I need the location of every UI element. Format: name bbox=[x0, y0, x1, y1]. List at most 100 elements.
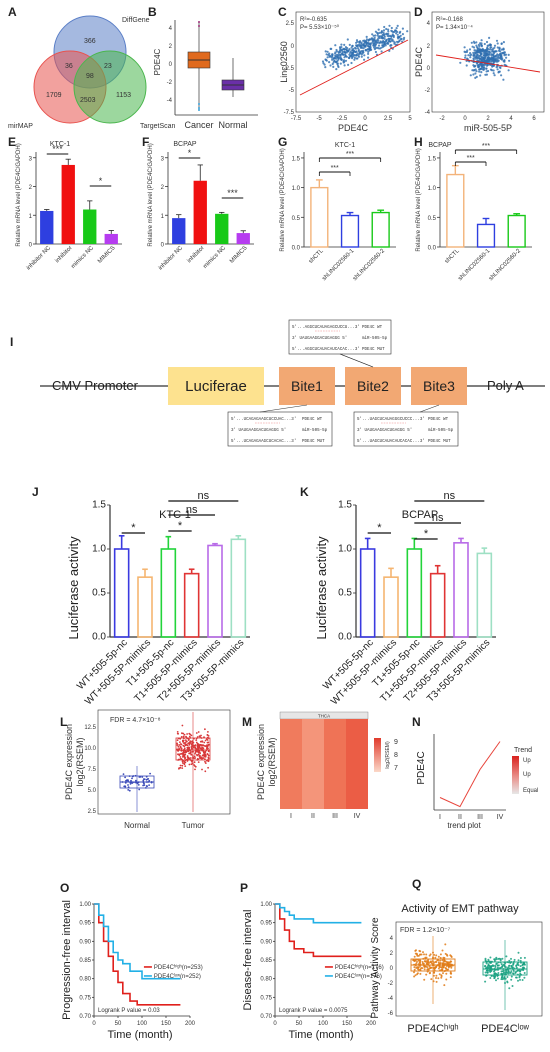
scatter-point bbox=[473, 65, 476, 68]
jitter-point bbox=[198, 735, 201, 738]
jitter-point bbox=[184, 765, 187, 767]
y-tick-label: 0.75 bbox=[260, 995, 272, 1001]
venn-count: 1709 bbox=[46, 92, 62, 99]
bar bbox=[183, 572, 200, 638]
y-tick-label: 1 bbox=[161, 214, 165, 220]
jitter-point bbox=[189, 742, 192, 744]
bar bbox=[359, 548, 376, 638]
m-stage-label: I bbox=[290, 813, 292, 820]
scatter-point bbox=[480, 39, 483, 42]
y-tick-label: 0.70 bbox=[79, 1014, 91, 1020]
q-ytick: 2 bbox=[390, 951, 394, 957]
scatter-point bbox=[377, 39, 380, 42]
scatter-point bbox=[386, 34, 389, 38]
jitter-point bbox=[202, 751, 205, 754]
scatter-point bbox=[470, 53, 473, 56]
significance-label: *** bbox=[227, 188, 238, 198]
venn-count: 366 bbox=[84, 38, 96, 45]
scatter-point bbox=[351, 44, 354, 48]
scatter-point bbox=[396, 33, 399, 36]
jitter-point bbox=[193, 755, 196, 758]
jitter-point bbox=[442, 972, 444, 975]
y-tick-label: 0.0 bbox=[338, 632, 352, 643]
c-xtick: -5 bbox=[316, 116, 322, 122]
jitter-point bbox=[515, 966, 518, 969]
jitter-point bbox=[497, 957, 500, 960]
panel-d-label: D bbox=[414, 5, 423, 19]
scatter-point bbox=[367, 50, 370, 54]
jitter-point bbox=[424, 960, 427, 963]
jitter-point bbox=[179, 745, 182, 748]
seq-text: 5'...UAGCUCAUACAUCACAC...3' bbox=[357, 439, 425, 444]
seq-tag: PDE4C WT bbox=[362, 326, 383, 330]
scatter-point bbox=[486, 53, 489, 56]
jitter-point bbox=[506, 976, 509, 978]
jitter-point bbox=[503, 976, 506, 978]
jitter-point bbox=[512, 972, 515, 975]
scatter-point bbox=[365, 40, 368, 43]
scatter-point bbox=[343, 48, 346, 51]
scatter-point bbox=[392, 35, 395, 39]
jitter-point bbox=[523, 956, 526, 959]
scatter-point bbox=[357, 50, 360, 53]
scatter-point bbox=[336, 63, 339, 66]
jitter-point bbox=[182, 755, 185, 758]
scatter-point bbox=[371, 33, 374, 36]
scatter-point bbox=[344, 59, 348, 62]
m-cell-stage-i bbox=[280, 719, 302, 809]
k-y-axis-label: Luciferase activity bbox=[314, 536, 329, 640]
jitter-point bbox=[138, 776, 141, 778]
jitter-point bbox=[181, 764, 184, 767]
jitter-point bbox=[187, 747, 190, 749]
jitter-point bbox=[196, 753, 198, 756]
d-y-axis-label: PDE4C bbox=[414, 46, 424, 77]
jitter-point bbox=[487, 958, 490, 961]
jitter-point bbox=[503, 964, 506, 967]
y-tick-label: 0.0 bbox=[428, 246, 437, 252]
y-tick-label: 3 bbox=[161, 156, 165, 162]
venn-targetscan-circle bbox=[73, 50, 147, 124]
scatter-point bbox=[489, 43, 492, 47]
jitter-point bbox=[519, 978, 521, 981]
scatter-point bbox=[507, 69, 510, 72]
jitter-point bbox=[433, 953, 436, 956]
scatter-point bbox=[495, 50, 498, 53]
jitter-point bbox=[143, 782, 145, 785]
km-curve bbox=[94, 903, 181, 1006]
category-label: inhibitor NC bbox=[158, 245, 185, 272]
polya-label: Poly A bbox=[487, 378, 524, 393]
jitter-point bbox=[495, 972, 498, 975]
scatter-point bbox=[376, 32, 379, 35]
jitter-point bbox=[124, 776, 126, 779]
scatter-point bbox=[487, 69, 490, 73]
jitter-point bbox=[413, 955, 416, 958]
scatter-point bbox=[357, 55, 361, 58]
scatter-point bbox=[329, 64, 332, 67]
m-cell-stage-iv bbox=[346, 719, 368, 809]
jitter-point bbox=[177, 745, 180, 748]
jitter-point bbox=[415, 967, 418, 969]
jitter-point bbox=[191, 747, 193, 750]
jitter-point bbox=[142, 784, 145, 787]
scatter-point bbox=[469, 52, 472, 55]
jitter-point bbox=[426, 962, 429, 964]
scatter-point bbox=[485, 40, 489, 44]
panel-l-label: L bbox=[60, 715, 67, 729]
c-y-axis-label: Linc02560 bbox=[279, 41, 289, 83]
significance-label: *** bbox=[52, 144, 63, 154]
c-ytick: -2.5 bbox=[284, 66, 295, 72]
bar bbox=[446, 173, 465, 248]
jitter-point bbox=[439, 956, 442, 959]
scatter-point bbox=[398, 40, 401, 43]
site-label: Bite3 bbox=[423, 378, 455, 394]
p-chart: 1.00 0.95 0.90 0.85 0.80 0.75 0.700 50 100 150 200… bbox=[260, 902, 383, 1027]
scatter-point bbox=[367, 48, 370, 51]
jitter-point bbox=[193, 764, 196, 766]
scatter-point bbox=[490, 57, 493, 60]
c-plot-frame bbox=[295, 11, 411, 113]
l-points bbox=[121, 724, 210, 792]
y-tick-label: 2 bbox=[161, 185, 165, 191]
x-tick-label: 150 bbox=[161, 1021, 172, 1027]
jitter-point bbox=[449, 961, 451, 964]
